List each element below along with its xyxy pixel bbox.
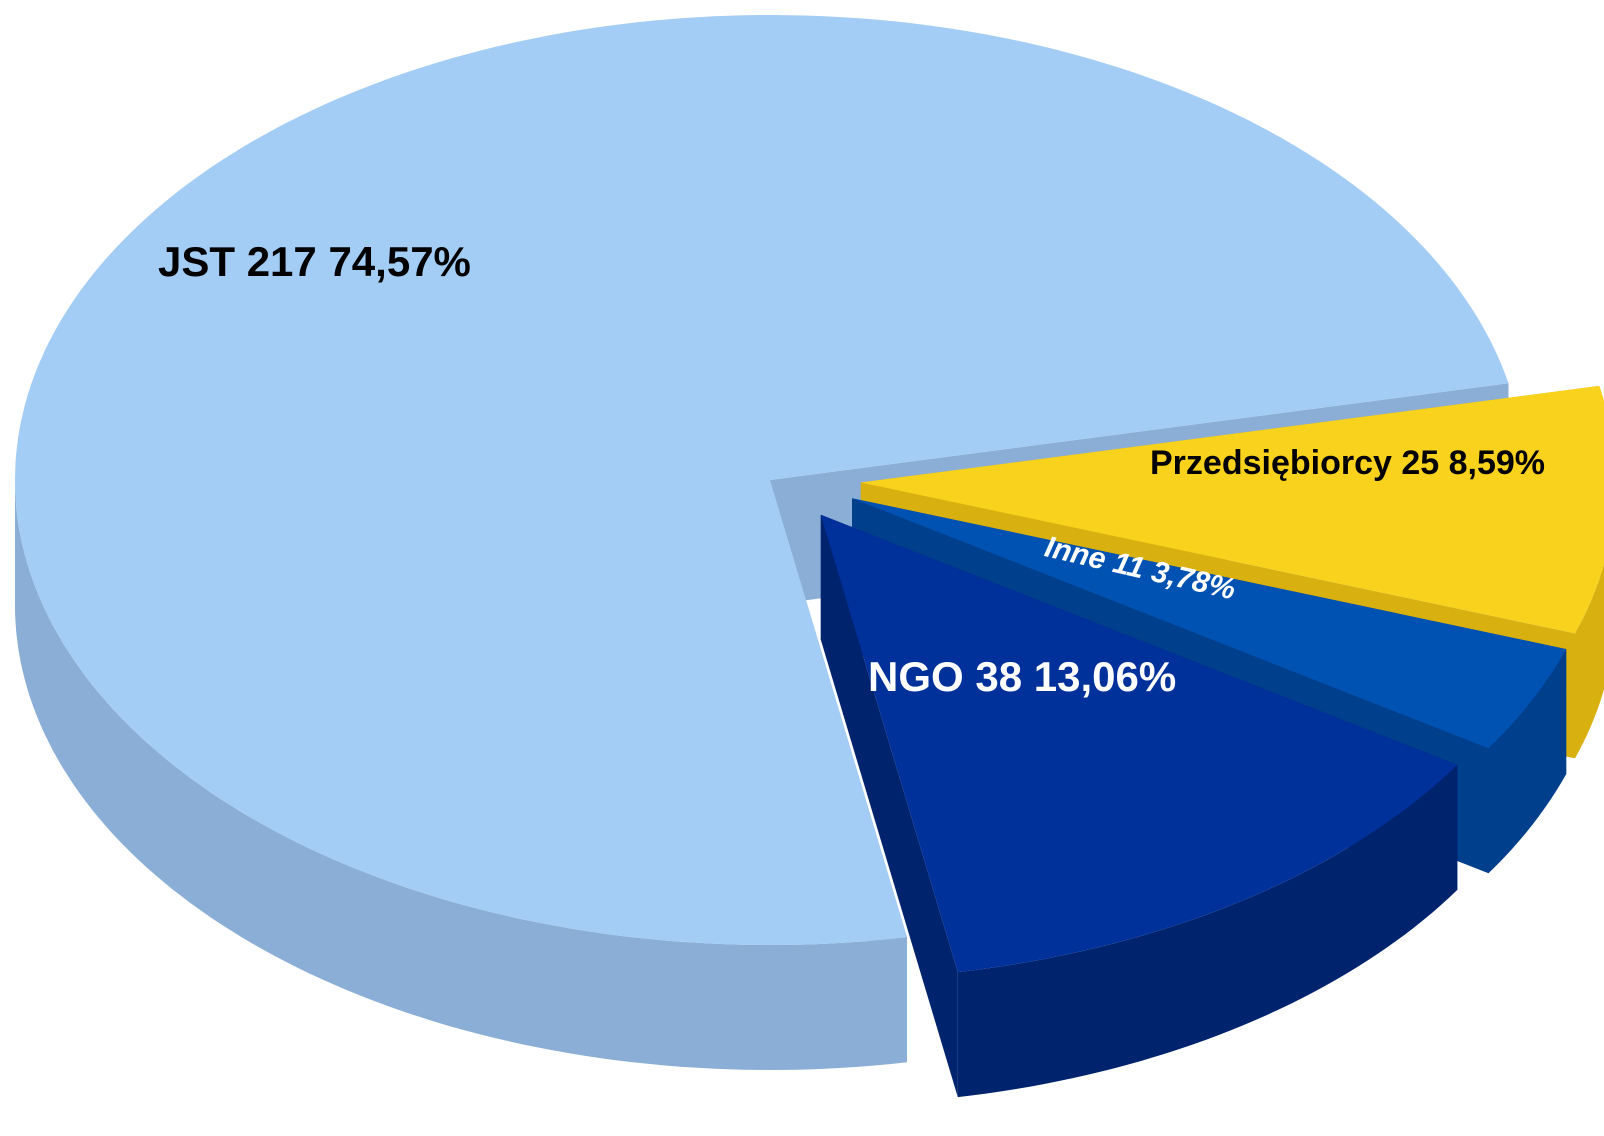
data-label: NGO 38 13,06% — [868, 653, 1176, 700]
slice — [852, 498, 1567, 749]
label-percent: 74,57% — [328, 238, 470, 285]
label-value: 38 — [975, 653, 1022, 700]
slice-side — [15, 480, 907, 1070]
label-category: NGO — [868, 653, 964, 700]
data-label: Przedsiębiorcy 25 8,59% — [1150, 444, 1545, 482]
slice-face — [820, 514, 958, 1098]
slice-side — [1488, 649, 1567, 874]
label-value: 217 — [247, 238, 317, 285]
slice — [860, 385, 1604, 634]
label-category: Przedsiębiorcy — [1150, 444, 1392, 482]
slice-side — [957, 764, 1458, 1098]
slice-side — [1575, 564, 1604, 759]
slice — [15, 15, 1509, 945]
label-percent: 8,59% — [1449, 444, 1545, 482]
label-value: 25 — [1401, 444, 1439, 482]
label-value: 11 — [1110, 546, 1148, 585]
label-category: JST — [158, 238, 235, 285]
label-percent: 13,06% — [1034, 653, 1176, 700]
data-label: JST 217 74,57% — [158, 238, 471, 285]
slice — [820, 514, 1458, 973]
